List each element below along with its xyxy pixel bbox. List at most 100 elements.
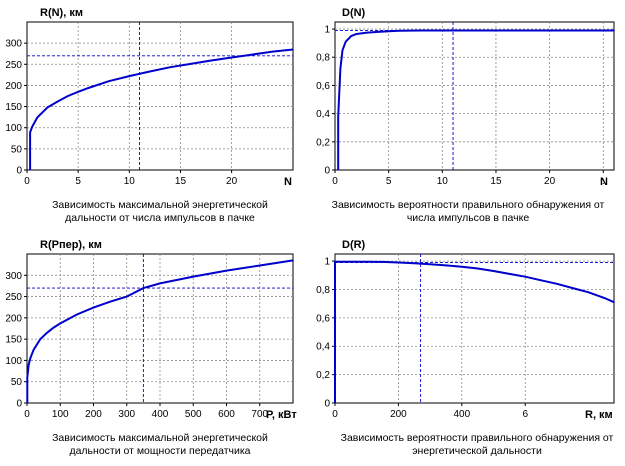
- x-axis-label: N: [284, 176, 292, 188]
- data-point: [46, 331, 48, 334]
- data-point: [461, 265, 463, 268]
- chart-2: 0 5 10 15 20: 0 0,2 0,4 0,6 0,8 1 D(N) N Зависимость …: [316, 7, 615, 224]
- data-point: [508, 273, 511, 275]
- x-tick-label: 600: [218, 409, 235, 420]
- data-point: [341, 49, 344, 51]
- y-tick-label: 1: [324, 257, 330, 268]
- data-point: [56, 100, 59, 103]
- y-tick-label: 200: [5, 313, 22, 324]
- data-point: [571, 287, 574, 289]
- data-point: [292, 259, 294, 262]
- data-point: [77, 90, 79, 93]
- x-tick-label: 500: [185, 409, 202, 420]
- chart-caption-line: Зависимость максимальной энергетической: [52, 199, 268, 211]
- data-point: [87, 87, 90, 89]
- x-tick-label: 200: [390, 409, 407, 420]
- data-point: [429, 263, 431, 266]
- data-point: [271, 50, 274, 53]
- chart-caption-line: дальности от числа импульсов в пачке: [65, 212, 255, 224]
- data-point: [258, 264, 261, 267]
- data-point: [59, 322, 62, 325]
- y-tick-label: 0,8: [316, 53, 330, 64]
- plot-area: [334, 253, 615, 404]
- y-tick-label: 0,2: [316, 370, 330, 381]
- y-tick-label: 0: [324, 166, 330, 177]
- y-tick-label: 0,6: [316, 313, 330, 324]
- data-point: [387, 30, 390, 32]
- data-point: [39, 338, 42, 340]
- y-tick-label: 300: [5, 39, 22, 50]
- chart-caption-line: энергетической дальности: [412, 445, 542, 457]
- y-tick-label: 0: [16, 399, 22, 410]
- x-tick-label: 0: [24, 176, 30, 187]
- data-point: [398, 29, 401, 32]
- data-point: [108, 80, 110, 82]
- data-point: [613, 29, 615, 32]
- x-tick-label: 15: [175, 176, 187, 187]
- data-point: [524, 275, 527, 278]
- x-tick-label: 700: [251, 409, 268, 420]
- chart-caption-line: дальности от мощности передатчика: [69, 445, 250, 457]
- x-tick-label: 0: [332, 409, 338, 420]
- x-tick-label: 400: [453, 409, 470, 420]
- data-point: [492, 270, 495, 272]
- data-point: [339, 67, 342, 70]
- data-point: [169, 66, 172, 69]
- chart-title: D(R): [342, 239, 366, 251]
- plot-area: [26, 253, 294, 404]
- x-tick-label: 20: [226, 176, 238, 187]
- y-tick-label: 300: [5, 271, 22, 282]
- plot-area: [334, 21, 615, 171]
- y-tick-label: 100: [5, 356, 22, 367]
- data-point: [46, 106, 49, 109]
- data-point: [142, 287, 145, 289]
- y-tick-label: 250: [5, 292, 22, 303]
- y-tick-label: 0,8: [316, 285, 330, 296]
- x-tick-label: 15: [490, 176, 502, 187]
- y-tick-label: 0,6: [316, 81, 330, 92]
- data-point: [587, 291, 590, 294]
- y-tick-label: 0,2: [316, 137, 330, 148]
- data-point: [413, 262, 416, 265]
- x-tick-label: 20: [544, 176, 556, 187]
- data-point: [32, 348, 35, 351]
- x-tick-label: 10: [437, 176, 449, 187]
- data-point: [192, 275, 195, 278]
- y-tick-label: 50: [11, 377, 23, 388]
- y-tick-label: 150: [5, 335, 22, 346]
- data-point: [29, 357, 32, 360]
- y-tick-label: 0: [16, 166, 22, 177]
- data-point: [350, 35, 352, 37]
- data-point: [366, 31, 368, 34]
- x-tick-label: 0: [24, 409, 30, 420]
- data-point: [344, 40, 347, 43]
- data-point: [189, 63, 192, 65]
- data-point: [128, 75, 131, 77]
- data-point: [159, 282, 161, 285]
- data-point: [540, 279, 542, 282]
- y-tick-label: 250: [5, 60, 22, 71]
- data-point: [210, 59, 212, 62]
- data-point: [365, 261, 368, 263]
- x-tick-label: :: [602, 176, 605, 187]
- data-point: [76, 313, 78, 316]
- data-series-line: [337, 29, 614, 170]
- data-point: [26, 376, 29, 379]
- y-tick-label: 0: [324, 399, 330, 410]
- data-point: [613, 301, 615, 304]
- chart-title: D(N): [342, 7, 366, 19]
- x-tick-label: 10: [124, 176, 136, 187]
- data-point: [36, 116, 39, 119]
- data-point: [148, 70, 151, 73]
- chart-caption-line: числа импульсов в пачке: [407, 212, 530, 224]
- x-tick-label: 300: [118, 409, 135, 420]
- chart-title: R(N), км: [40, 7, 83, 19]
- x-tick-label: 200: [85, 409, 102, 420]
- y-tick-label: 150: [5, 102, 22, 113]
- data-point: [225, 269, 228, 272]
- chart-3: 0 100 200 300 400 500 600 700 0 50 100 150 200 250 300…: [5, 239, 297, 457]
- chart-caption-line: Зависимость максимальной энергетической: [52, 432, 268, 444]
- x-tick-label: 400: [152, 409, 169, 420]
- x-tick-label: 6: [522, 409, 528, 420]
